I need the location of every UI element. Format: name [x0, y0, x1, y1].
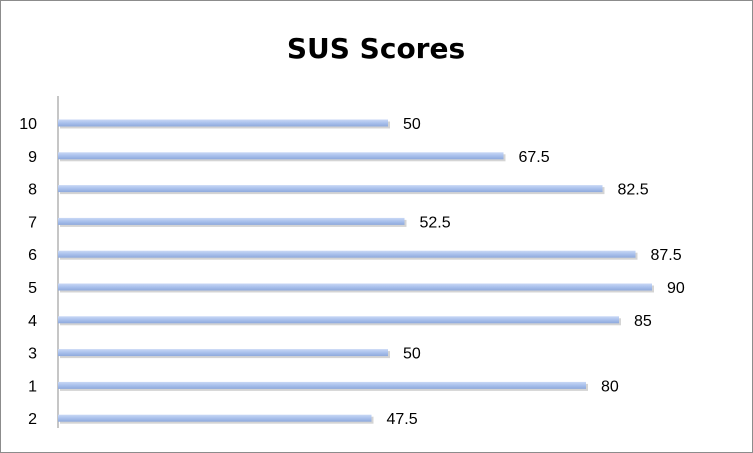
tick-label-5: 5	[28, 280, 37, 297]
tick-label-3: 3	[28, 346, 37, 363]
data-label-2: 47.5	[387, 411, 418, 428]
data-label-5: 90	[667, 280, 685, 297]
tick-label-4: 4	[28, 313, 37, 330]
data-label-10: 50	[403, 116, 421, 133]
data-label-3: 50	[403, 346, 421, 363]
data-label-7: 52.5	[420, 214, 451, 231]
bar-1	[58, 381, 586, 389]
data-label-1: 80	[601, 378, 619, 395]
bar-4	[58, 316, 619, 324]
category-tick-labels: 10 9 8 7 6 5 4 3 1 2	[19, 116, 37, 428]
bar-9	[58, 152, 504, 160]
data-label-9: 67.5	[519, 149, 550, 166]
data-label-8: 82.5	[618, 182, 649, 199]
bar-6	[58, 250, 636, 258]
bar-8	[58, 185, 603, 193]
tick-label-7: 7	[28, 214, 37, 231]
bar-2	[58, 414, 372, 422]
bars-layer	[58, 119, 654, 424]
bar-5	[58, 283, 652, 291]
tick-label-10: 10	[19, 116, 37, 133]
data-label-4: 85	[634, 313, 652, 330]
data-labels: 50 67.5 82.5 52.5 87.5 90 85 50 80 47.5	[387, 116, 685, 428]
tick-label-1: 1	[28, 378, 37, 395]
chart-title: SUS Scores	[287, 32, 465, 65]
data-label-6: 87.5	[651, 247, 682, 264]
tick-label-2: 2	[28, 411, 37, 428]
tick-label-6: 6	[28, 247, 37, 264]
bar-10	[58, 119, 388, 127]
tick-label-9: 9	[28, 149, 37, 166]
tick-label-8: 8	[28, 182, 37, 199]
bar-3	[58, 349, 388, 357]
bar-7	[58, 217, 405, 225]
